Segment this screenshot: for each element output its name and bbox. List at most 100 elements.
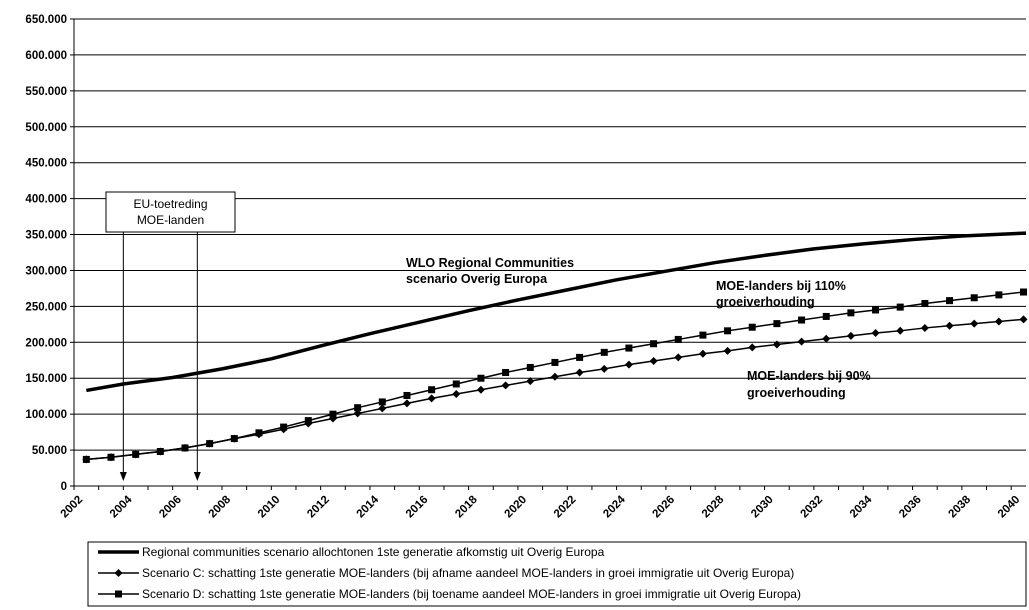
series-3: [82, 288, 1028, 463]
annotation-eu-accession: EU-toetreding MOE-landen: [105, 191, 236, 481]
series-2-point: [402, 399, 411, 408]
x-tick-label: 2032: [799, 494, 826, 521]
series-3-point: [773, 320, 781, 328]
annotation-moe90: MOE-landers bij 90% groeiverhouding: [747, 369, 871, 400]
series-2-point: [970, 319, 979, 328]
series-2-point: [575, 368, 584, 377]
x-tick-label: 2022: [552, 494, 579, 521]
x-tick-label: 2010: [256, 494, 283, 521]
y-tick-label: 200.000: [25, 337, 67, 349]
series-2-point: [945, 321, 954, 330]
series-3-point: [206, 440, 214, 448]
series-3-point: [378, 398, 386, 406]
series-3-point: [82, 455, 90, 463]
series-3-point: [699, 331, 707, 339]
y-tick-label: 300.000: [25, 265, 67, 277]
series-3-point: [600, 348, 608, 356]
x-tick-label: 2024: [601, 493, 628, 520]
series-2-point: [649, 356, 658, 365]
legend-keys: [98, 550, 139, 598]
series-3-point: [428, 386, 436, 394]
series-2-point: [476, 385, 485, 394]
x-tick-label: 2026: [651, 494, 678, 521]
series-2-point: [797, 337, 806, 346]
series-3-point: [181, 444, 189, 452]
y-tick-label: 400.000: [25, 194, 67, 206]
x-tick-label: 2004: [108, 493, 135, 520]
y-tick-label: 350.000: [25, 230, 67, 242]
series-2-point: [822, 334, 831, 343]
x-tick-label: 2002: [59, 494, 86, 521]
annotation-eu-arrow-head: [193, 472, 201, 481]
series-3-point: [946, 297, 954, 305]
annotation-eu-arrows: [119, 232, 201, 481]
series-3-point: [526, 363, 534, 371]
series-2-line: [86, 318, 1024, 461]
series-2-point: [871, 328, 880, 337]
annotation-moe90-line1: MOE-landers bij 90%: [747, 369, 871, 383]
series-3-point: [847, 309, 855, 317]
axes: [73, 19, 1026, 487]
x-tick-label: 2038: [947, 493, 974, 520]
legend-entry-1: Regional communities scenario allochtone…: [142, 545, 605, 559]
series-3-point: [1020, 288, 1028, 296]
x-tick-label: 2040: [996, 494, 1023, 521]
y-tick-label: 0: [61, 481, 67, 493]
series-2-point: [501, 381, 510, 390]
series-2-point: [846, 331, 855, 340]
y-tick-label: 150.000: [25, 373, 67, 385]
legend-entry-3: Scenario D: schatting 1ste generatie MOE…: [142, 587, 801, 601]
annotation-moe110-line2: groeiverhouding: [716, 295, 815, 309]
series-3-point: [748, 323, 756, 331]
series-3-point: [921, 300, 929, 308]
series-2-point: [772, 340, 781, 349]
x-tick-label: 2020: [503, 494, 530, 521]
series-1: [86, 231, 1027, 393]
y-tick-label: 450.000: [25, 158, 67, 170]
series-3-point: [502, 368, 510, 376]
series-3-point: [452, 380, 460, 388]
series-2-point: [723, 346, 732, 355]
y-tick-label: 650.000: [25, 14, 67, 26]
legend-key-2-marker: [114, 569, 123, 577]
x-tick-label: 2030: [749, 494, 776, 521]
series-2-point: [674, 353, 683, 362]
series-3-point: [650, 340, 658, 348]
x-tick-labels: 2002 2004 2006 2008 2010 2012 2014 2016 2018 2020…: [59, 486, 1023, 521]
annotation-moe110-line1: MOE-landers bij 110%: [716, 279, 846, 293]
x-tick-label: 2028: [700, 493, 727, 520]
y-tick-label: 100.000: [25, 409, 67, 421]
y-tick-label: 600.000: [25, 50, 67, 62]
series-3-point: [354, 404, 362, 412]
series-3-point: [156, 448, 164, 456]
legend-entry-2: Scenario C: schatting 1ste generatie MOE…: [142, 566, 794, 580]
series-2-point: [698, 349, 707, 358]
y-tick-labels: 0 50.000 100.000 150.000 200.000 250.000 300.0…: [25, 14, 74, 493]
series-2-point: [526, 377, 535, 386]
annotation-eu-line2: MOE-landen: [137, 213, 204, 227]
series-2-point: [624, 360, 633, 369]
series-3-point: [280, 423, 288, 431]
annotation-eu-line1: EU-toetreding: [133, 197, 207, 211]
annotation-wlo-line1: WLO Regional Communities: [406, 256, 574, 270]
series-3-point: [477, 374, 485, 382]
y-tick-label: 250.000: [25, 301, 67, 313]
series-2-point: [353, 409, 362, 418]
series-3-point: [255, 429, 263, 437]
x-tick-label: 2006: [157, 494, 184, 521]
series-3-point: [403, 391, 411, 399]
series-2-point: [748, 343, 757, 352]
series-2-point: [896, 326, 905, 335]
annotation-wlo: WLO Regional Communities scenario Overig…: [406, 256, 574, 286]
annotation-wlo-line2: scenario Overig Europa: [406, 272, 548, 286]
legend: Regional communities scenario allochtone…: [87, 541, 1027, 607]
series-3-point: [872, 306, 880, 314]
series-3-point: [230, 435, 238, 443]
x-tick-label: 2014: [355, 493, 382, 520]
x-tick-label: 2008: [207, 493, 234, 520]
series-3-point: [304, 417, 312, 425]
series-1-line: [86, 231, 1027, 393]
grid-lines: [74, 18, 1026, 451]
series-2-point: [550, 372, 559, 381]
series-3-point: [576, 353, 584, 361]
